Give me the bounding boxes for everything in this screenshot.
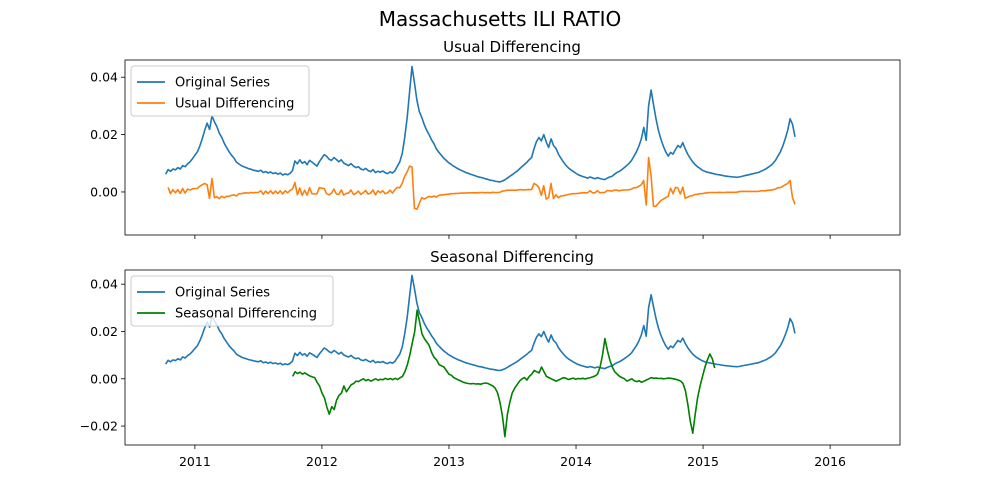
- y-tick-label: 0.02: [90, 127, 118, 142]
- x-tick-label: 2016: [814, 454, 846, 469]
- x-tick-label: 2011: [179, 454, 211, 469]
- axes-title: Seasonal Differencing: [430, 248, 594, 266]
- legend-label: Usual Differencing: [175, 97, 294, 112]
- figure-title: Massachusetts ILI RATIO: [379, 7, 622, 31]
- y-tick-label: 0.02: [90, 324, 118, 339]
- x-tick-label: 2014: [560, 454, 592, 469]
- y-tick-label: 0.04: [90, 277, 118, 292]
- legend-box: [130, 275, 334, 327]
- legend: Original Series Usual Differencing: [130, 65, 310, 117]
- legend-box: [130, 65, 310, 117]
- axes-frame: [124, 59, 901, 236]
- legend-label: Seasonal Differencing: [175, 307, 317, 322]
- axes-frame: [124, 269, 901, 446]
- legend-label: Original Series: [175, 286, 270, 301]
- x-tick-label: 2012: [306, 454, 338, 469]
- legend: Original Series Seasonal Differencing: [130, 275, 334, 327]
- series-line-original: [164, 65, 796, 183]
- series-line-original: [165, 274, 796, 372]
- x-tick-label: 2015: [687, 454, 719, 469]
- y-tick-label: −0.02: [80, 419, 118, 434]
- legend-label: Original Series: [175, 76, 270, 91]
- y-tick-label: 0.00: [90, 184, 118, 199]
- series-line-differenced: [291, 309, 716, 438]
- axes-title: Usual Differencing: [443, 38, 581, 56]
- usual-differencing-axes: Usual Differencing 0.00 0.02 0.04 Original…: [90, 38, 901, 239]
- series-line-differenced: [167, 156, 796, 210]
- seasonal-differencing-axes: Seasonal Differencing −0.02 0.00 0.02 0.04 2…: [80, 248, 901, 469]
- y-tick-label: 0.00: [90, 371, 118, 386]
- x-tick-label: 2013: [433, 454, 465, 469]
- y-tick-label: 0.04: [90, 70, 118, 85]
